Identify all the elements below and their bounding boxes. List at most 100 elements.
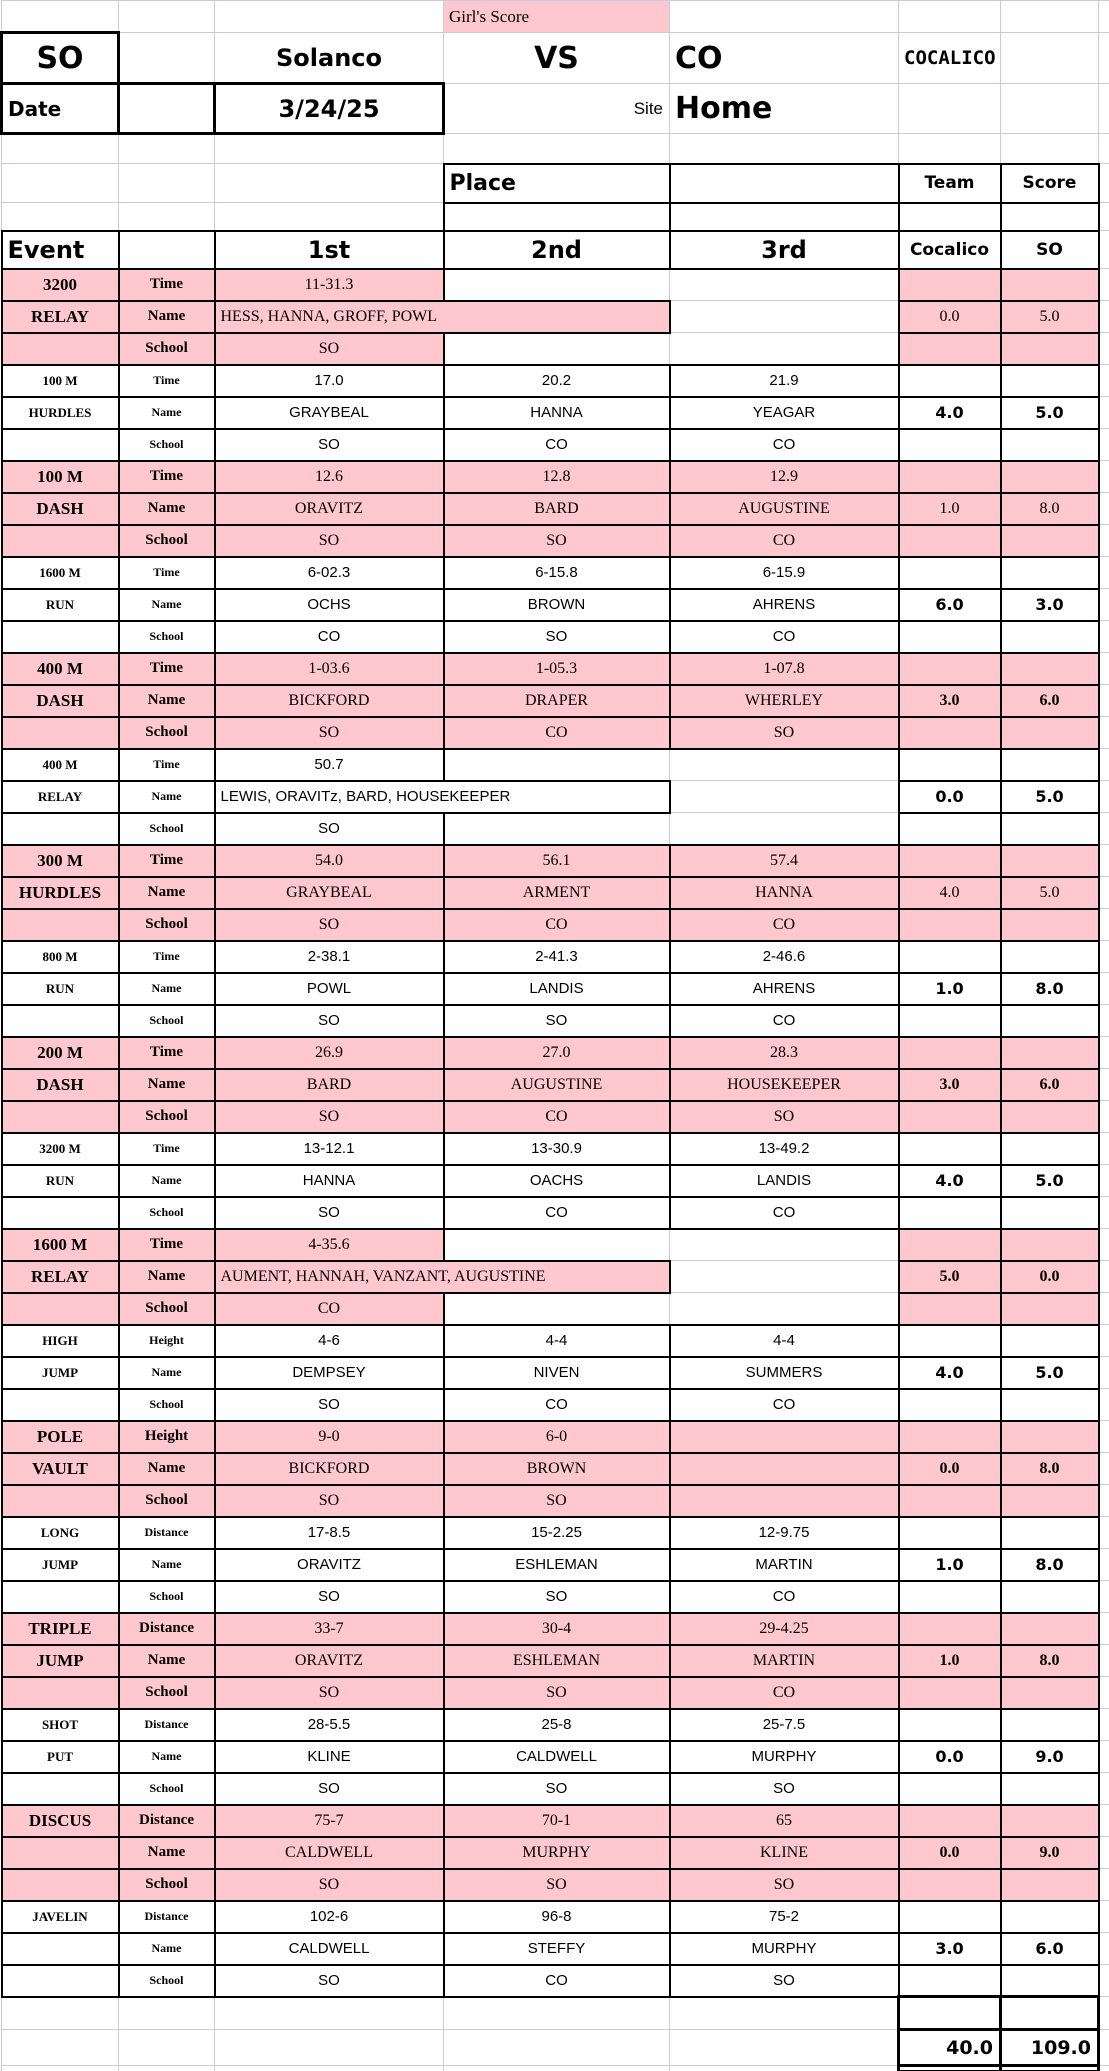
score-points-cell[interactable]: 8.0 <box>999 1547 1100 1582</box>
team-points-cell[interactable] <box>897 1099 1002 1134</box>
name-cell-3rd[interactable]: HOUSEKEEPER <box>668 1067 900 1102</box>
team-points-cell[interactable] <box>897 1419 1002 1454</box>
team-points-cell[interactable]: 1.0 <box>897 971 1002 1006</box>
team-points-cell[interactable] <box>897 811 1002 846</box>
row-label[interactable]: School <box>117 1963 216 1998</box>
school-cell-3rd[interactable] <box>668 1483 900 1518</box>
row-label[interactable]: Time <box>117 363 216 398</box>
event-name[interactable] <box>0 1835 120 1870</box>
event-name[interactable]: SHOT <box>0 1707 120 1742</box>
empty-cell[interactable] <box>443 332 670 365</box>
name-cell-2nd[interactable]: ESHLEMAN <box>442 1643 671 1678</box>
event-name[interactable] <box>0 1867 120 1902</box>
name-cell-3rd[interactable]: AUGUSTINE <box>668 491 900 526</box>
name-cell-2nd[interactable]: BROWN <box>442 587 671 622</box>
team-points-cell[interactable] <box>897 1867 1002 1902</box>
score-points-cell[interactable]: 5.0 <box>999 779 1100 814</box>
school-cell-3rd[interactable]: CO <box>668 1675 900 1710</box>
school-cell-3rd[interactable]: CO <box>668 619 900 654</box>
team-points-cell[interactable] <box>897 715 1002 750</box>
row-label[interactable]: Name <box>117 1259 216 1294</box>
score-points-cell[interactable] <box>999 843 1100 878</box>
name-cell-3rd[interactable]: HANNA <box>668 875 900 910</box>
event-name[interactable]: 400 M <box>0 651 120 686</box>
team-points-cell[interactable] <box>897 1195 1002 1230</box>
team-points-cell[interactable] <box>897 939 1002 974</box>
event-name[interactable]: JUMP <box>0 1547 120 1582</box>
team-points-cell[interactable]: 6.0 <box>897 587 1002 622</box>
school-cell-1st[interactable]: SO <box>213 715 445 750</box>
event-name[interactable]: LONG <box>0 1515 120 1550</box>
result-cell-2nd[interactable]: 30-4 <box>442 1611 671 1646</box>
score-points-cell[interactable] <box>999 1099 1100 1134</box>
score-points-cell[interactable] <box>999 1419 1100 1454</box>
name-cell-2nd[interactable]: ESHLEMAN <box>442 1547 671 1582</box>
result-cell-3rd[interactable]: 12.9 <box>668 459 900 494</box>
team-points-cell[interactable]: 4.0 <box>897 1163 1002 1198</box>
name-cell-2nd[interactable]: OACHS <box>442 1163 671 1198</box>
score-points-cell[interactable] <box>999 1323 1100 1358</box>
score-points-cell[interactable] <box>999 267 1100 302</box>
name-cell-1st[interactable]: KLINE <box>213 1739 445 1774</box>
event-name[interactable]: 400 M <box>0 747 120 782</box>
row-label[interactable]: Name <box>117 491 216 526</box>
school-cell-2nd[interactable]: CO <box>442 1387 671 1422</box>
score-points-cell[interactable] <box>999 1003 1100 1038</box>
result-cell-3rd[interactable] <box>668 1419 900 1454</box>
score-points-cell[interactable] <box>999 811 1100 846</box>
school-cell-3rd[interactable]: SO <box>668 1963 900 1998</box>
result-cell-1st[interactable]: 33-7 <box>213 1611 445 1646</box>
school-cell-3rd[interactable]: CO <box>668 1195 900 1230</box>
result-cell-2nd[interactable]: 56.1 <box>442 843 671 878</box>
empty-cell[interactable] <box>1000 0 1099 33</box>
result-cell-2nd[interactable]: 27.0 <box>442 1035 671 1070</box>
team-points-cell[interactable] <box>897 1515 1002 1550</box>
row-label[interactable]: Time <box>117 459 216 494</box>
score-points-cell[interactable]: 6.0 <box>999 683 1100 718</box>
team-points-cell[interactable] <box>897 1035 1002 1070</box>
empty-cell[interactable] <box>443 133 670 164</box>
row-label[interactable]: School <box>117 331 216 366</box>
name-cell-3rd[interactable]: MARTIN <box>668 1547 900 1582</box>
empty-cell[interactable] <box>669 2029 899 2066</box>
empty-cell[interactable] <box>214 1996 444 2030</box>
event-name[interactable]: PUT <box>0 1739 120 1774</box>
event-name[interactable]: JAVELIN <box>0 1899 120 1934</box>
name-cell-1st[interactable]: CALDWELL <box>213 1931 445 1966</box>
event-name[interactable] <box>0 1931 120 1966</box>
row-label[interactable]: Distance <box>117 1803 216 1838</box>
team-points-cell[interactable]: 0.0 <box>897 1739 1002 1774</box>
result-cell-3rd[interactable]: 1-07.8 <box>668 651 900 686</box>
result-cell-1st[interactable]: 28-5.5 <box>213 1707 445 1742</box>
empty-cell[interactable] <box>118 133 215 164</box>
empty-cell[interactable] <box>443 1996 670 2030</box>
score-points-cell[interactable] <box>999 1387 1100 1422</box>
school-cell-2nd[interactable]: CO <box>442 427 671 462</box>
team-points-cell[interactable] <box>897 1579 1002 1614</box>
name-cell-2nd[interactable]: BARD <box>442 491 671 526</box>
school-cell-2nd[interactable]: SO <box>442 619 671 654</box>
team-points-cell[interactable] <box>897 555 1002 590</box>
empty-cell[interactable] <box>443 1228 670 1261</box>
team-points-cell[interactable]: 1.0 <box>897 1547 1002 1582</box>
result-cell-3rd[interactable]: 28.3 <box>668 1035 900 1070</box>
result-cell-3rd[interactable]: 2-46.6 <box>668 939 900 974</box>
name-cell-2nd[interactable]: NIVEN <box>442 1355 671 1390</box>
team-header[interactable]: Team <box>897 162 1002 204</box>
team-points-cell[interactable]: 4.0 <box>897 875 1002 910</box>
row-label[interactable]: School <box>117 619 216 654</box>
result-cell-2nd[interactable]: 20.2 <box>442 363 671 398</box>
school-cell-1st[interactable]: CO <box>213 1291 445 1326</box>
school-cell-3rd[interactable]: SO <box>668 1867 900 1902</box>
row-label[interactable]: Name <box>117 587 216 622</box>
event-name[interactable] <box>0 427 120 462</box>
team-points-cell[interactable] <box>897 1323 1002 1358</box>
event-name[interactable]: RUN <box>0 971 120 1006</box>
result-cell-1st[interactable]: 2-38.1 <box>213 939 445 974</box>
event-header[interactable]: Event <box>0 229 120 270</box>
event-name[interactable]: RUN <box>0 587 120 622</box>
empty-cell[interactable] <box>443 2029 670 2066</box>
school-cell-1st[interactable]: SO <box>213 1579 445 1614</box>
empty-cell[interactable] <box>214 163 444 203</box>
row-label[interactable]: Name <box>117 971 216 1006</box>
